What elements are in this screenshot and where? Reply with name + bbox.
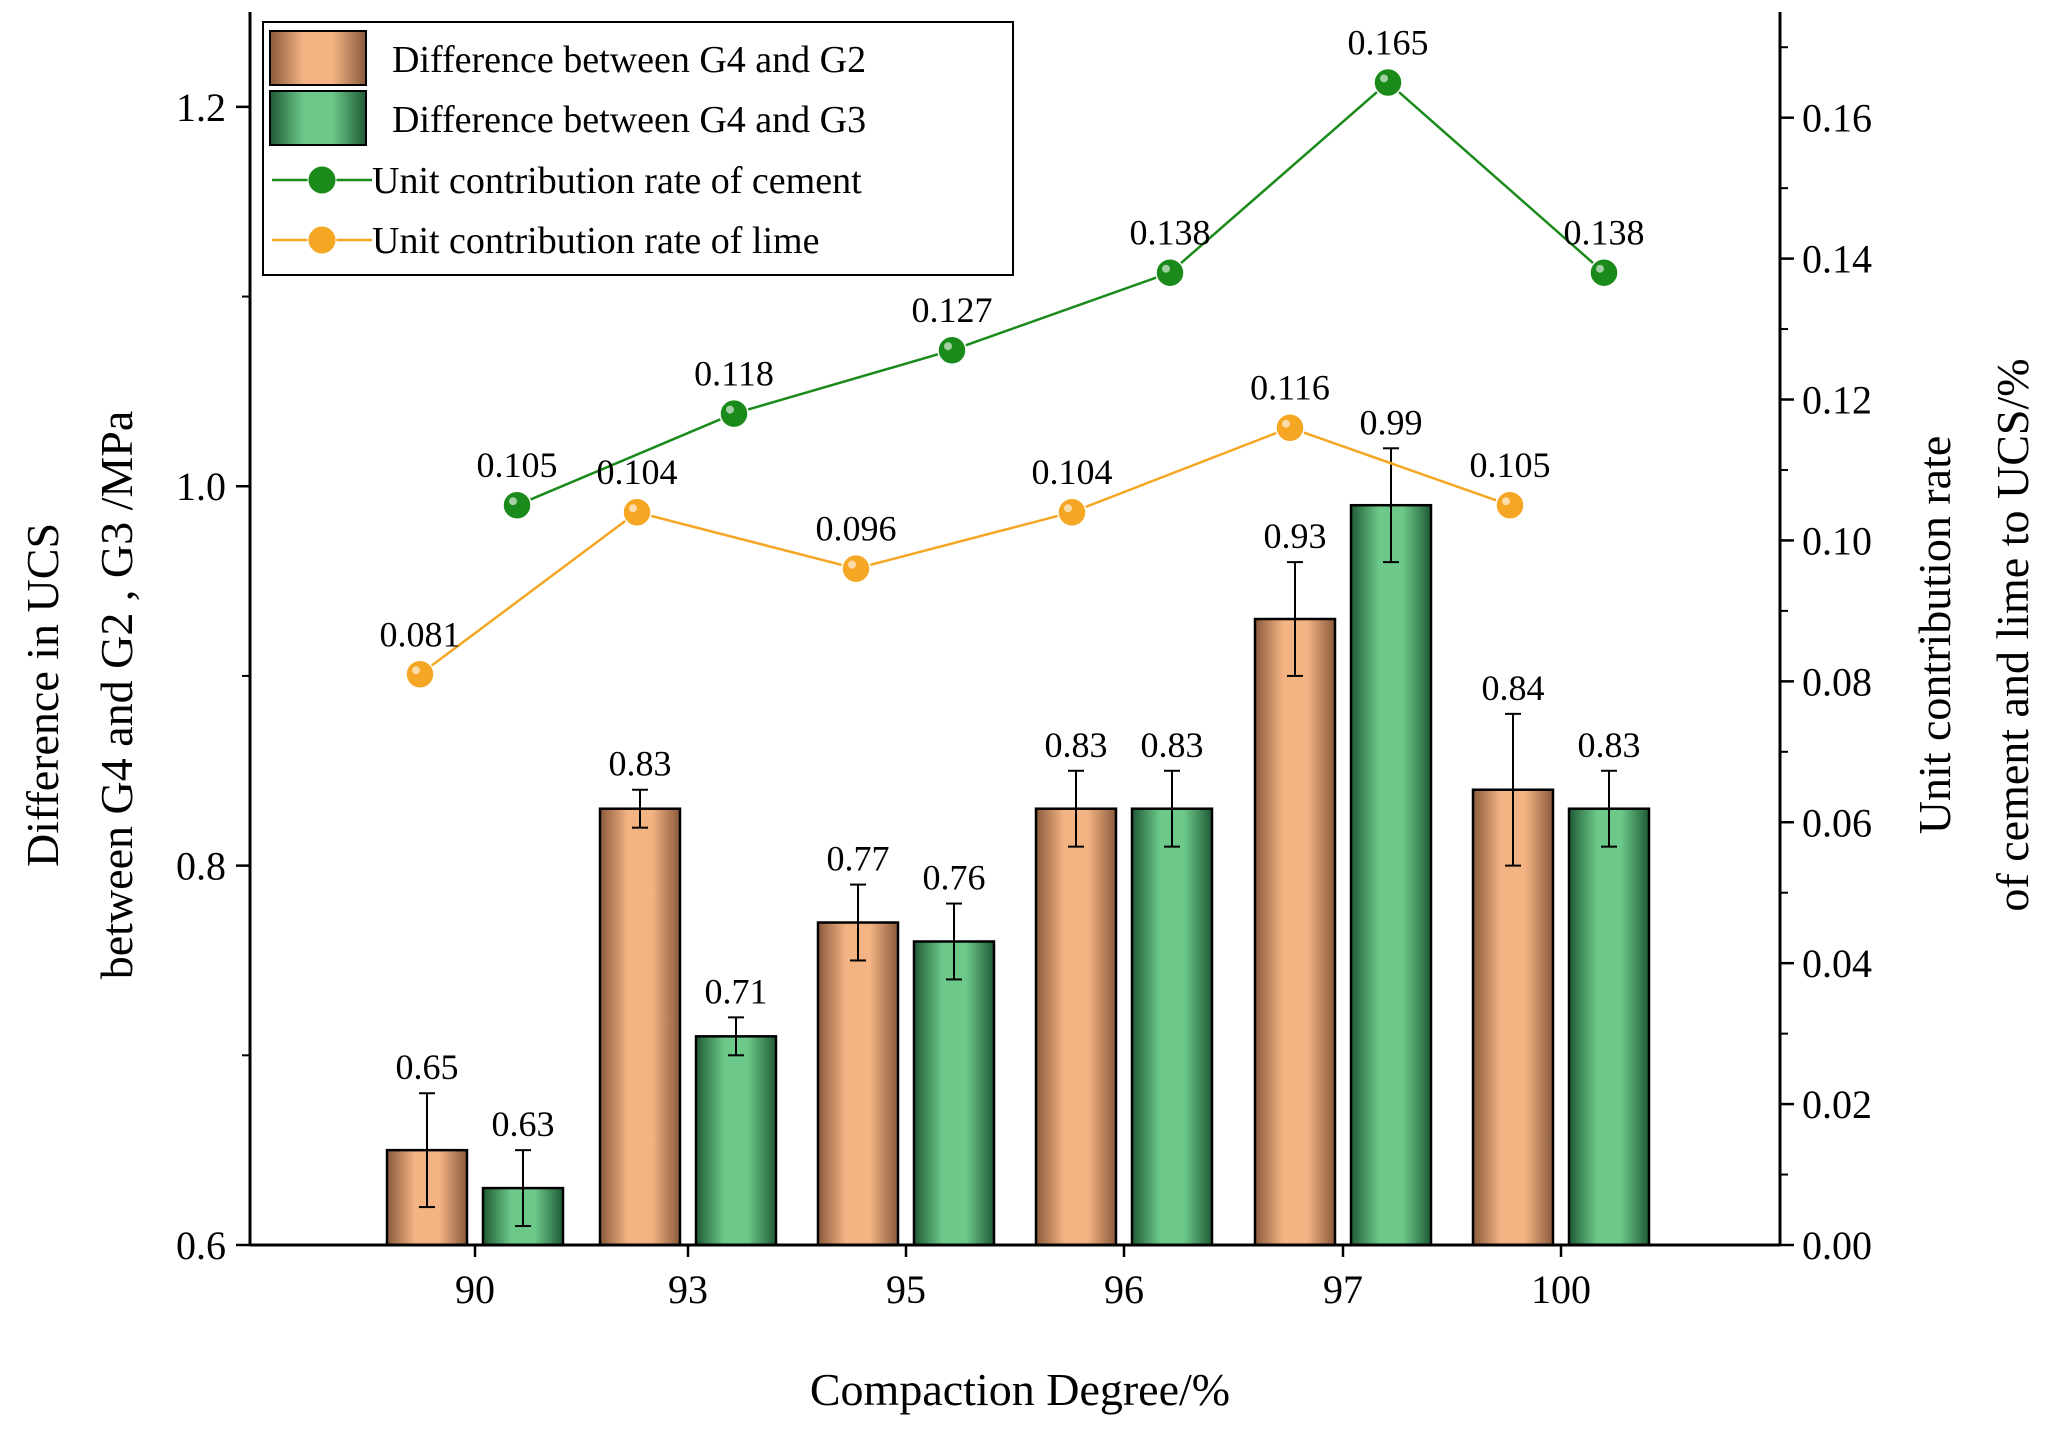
y-left-tick-label: 0.8: [176, 844, 226, 889]
line-point-s0-100: [1589, 257, 1619, 288]
axes-layer: 0.6 0.8 1.0 1.2 0.00 0.02 0.04 0.06 0.08 0.10 0.12…: [176, 12, 1872, 1312]
line-value-label: 0.104: [1032, 452, 1113, 492]
lines-layer: [405, 67, 1619, 690]
line-point-highlight: [1502, 497, 1510, 506]
line-point-s1-96: [1057, 497, 1087, 527]
line-point-highlight: [944, 342, 952, 351]
line-value-label: 0.138: [1130, 213, 1211, 253]
line-point-highlight: [1064, 504, 1072, 513]
y-right-tick-label: 0.00: [1802, 1223, 1872, 1268]
line-series-1: [419, 426, 1511, 676]
line-value-label: 0.096: [816, 509, 897, 549]
line-value-label: 0.127: [912, 290, 993, 330]
line-point-highlight: [1282, 419, 1290, 428]
legend-swatch-g4-g2: [269, 30, 367, 86]
legend-label-g4-g2: Difference between G4 and G2: [392, 39, 866, 81]
bar-value-label: 0.77: [827, 839, 890, 879]
line-point-s0-95: [937, 335, 967, 365]
y-right-tick-label: 0.10: [1802, 518, 1872, 563]
line-value-label: 0.116: [1250, 368, 1330, 408]
x-tick-label-95: 95: [886, 1267, 926, 1312]
line-point-s0-97: [1373, 67, 1403, 98]
line-value-label: 0.105: [477, 445, 558, 485]
line-point-s1-93: [622, 497, 652, 527]
line-point-s1-90: [405, 659, 435, 690]
line-point-s0-96: [1155, 257, 1185, 288]
bar-value-label: 0.83: [1045, 725, 1108, 765]
bar-s0-93: [598, 807, 682, 1247]
line-value-label: 0.165: [1348, 22, 1429, 62]
y-left-tick-label: 0.6: [176, 1223, 226, 1268]
legend-swatch-g4-g3: [269, 90, 367, 146]
y-left-tick-label: 1.0: [176, 464, 226, 509]
legend-label-lime: Unit contribution rate of lime: [372, 220, 819, 262]
line-point-s1-100: [1495, 490, 1525, 520]
bar-s1-100: [1567, 807, 1651, 1247]
line-point-s0-93: [719, 398, 749, 429]
bar-s0-95: [816, 921, 900, 1247]
line-point-highlight: [726, 405, 734, 414]
line-point-highlight: [1162, 264, 1170, 273]
y-left-axis-title-line2: between G4 and G2 , G3 /MPa: [91, 411, 142, 980]
y-right-tick-label: 0.16: [1802, 96, 1872, 141]
y-right-axis-title-line1: Unit contribution rate: [1909, 436, 1960, 835]
x-tick-label-93: 93: [668, 1267, 708, 1312]
y-left-axis-title-line1: Difference in UCS: [17, 523, 68, 867]
line-point-highlight: [848, 560, 856, 569]
line-point-highlight: [1380, 74, 1388, 83]
bar-value-label: 0.83: [1578, 725, 1641, 765]
line-point-s1-97: [1275, 412, 1305, 443]
y-right-tick-label: 0.12: [1802, 378, 1872, 423]
bar-value-label: 0.63: [492, 1104, 555, 1144]
bar-s1-96: [1130, 807, 1214, 1247]
y-right-tick-label: 0.08: [1802, 659, 1872, 704]
legend-label-g4-g3: Difference between G4 and G3: [392, 99, 866, 141]
bar-value-label: 0.99: [1360, 402, 1423, 442]
y-right-tick-label: 0.02: [1802, 1082, 1872, 1127]
legend-frame: [262, 21, 1014, 276]
x-tick-label-97: 97: [1323, 1267, 1363, 1312]
bars-layer: [385, 447, 1651, 1247]
line-value-label: 0.138: [1564, 213, 1645, 253]
bar-value-label: 0.83: [609, 744, 672, 784]
bar-value-label: 0.93: [1264, 516, 1327, 556]
y-right-tick-label: 0.04: [1802, 941, 1872, 986]
x-axis-title: Compaction Degree/%: [810, 1364, 1230, 1415]
y-right-tick-label: 0.14: [1802, 237, 1872, 282]
bar-value-label: 0.76: [923, 858, 986, 898]
line-value-label: 0.118: [694, 354, 774, 394]
bar-value-label: 0.83: [1141, 725, 1204, 765]
line-value-label: 0.081: [380, 614, 461, 654]
x-tick-label-96: 96: [1104, 1267, 1144, 1312]
legend-label-cement: Unit contribution rate of cement: [372, 160, 862, 202]
bar-value-label: 0.84: [1482, 668, 1545, 708]
line-series-0: [516, 80, 1605, 507]
bar-s1-97: [1349, 503, 1433, 1247]
x-tick-label-90: 90: [455, 1267, 495, 1312]
line-point-highlight: [629, 504, 637, 513]
line-point-s1-95: [841, 553, 871, 584]
x-tick-label-100: 100: [1531, 1267, 1591, 1312]
legend-marker-cement: [307, 165, 337, 195]
legend-marker-lime: [307, 225, 337, 255]
bar-value-label: 0.71: [705, 971, 768, 1011]
line-point-highlight: [1596, 264, 1604, 273]
y-right-axis-title-line2: of cement and lime to UCS/%: [1987, 358, 2038, 911]
line-point-s0-90: [502, 490, 532, 520]
legend: Difference between G4 and G2 Difference …: [262, 21, 1014, 276]
bar-s1-93: [694, 1035, 778, 1247]
line-value-label: 0.104: [597, 452, 678, 492]
y-left-tick-label: 1.2: [176, 85, 226, 130]
bar-s1-95: [912, 940, 996, 1247]
line-value-label: 0.105: [1470, 445, 1551, 485]
line-point-highlight: [412, 666, 420, 675]
bar-s0-97: [1253, 617, 1337, 1247]
y-right-tick-label: 0.06: [1802, 800, 1872, 845]
line-point-highlight: [509, 497, 517, 506]
labels-layer: 0.65 0.83 0.77 0.83 0.93 0.84 0.63 0.71 0.76 0.83…: [380, 22, 1645, 1144]
bar-s0-96: [1034, 807, 1118, 1247]
bar-value-label: 0.65: [396, 1047, 459, 1087]
